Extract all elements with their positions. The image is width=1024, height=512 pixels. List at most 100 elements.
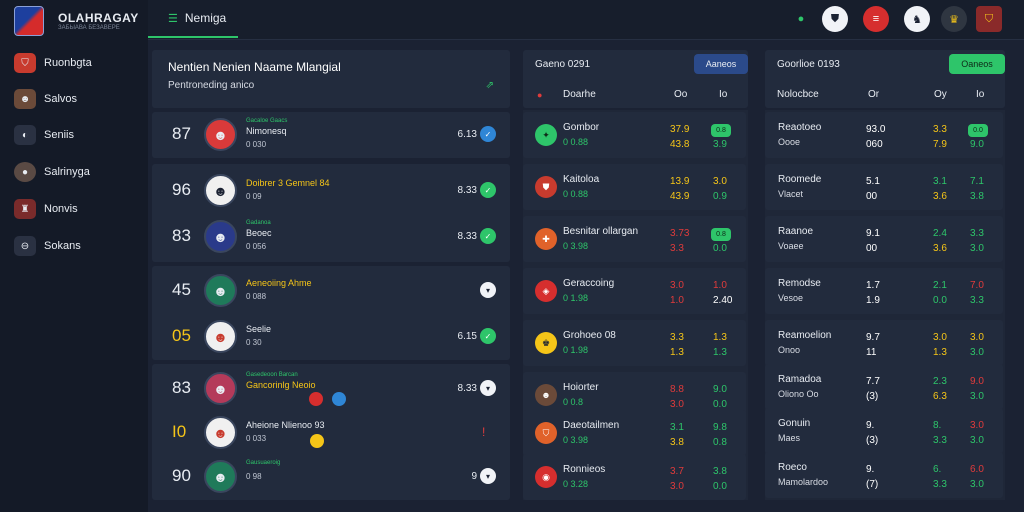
- team-meta: 0 0.8: [563, 397, 583, 407]
- list-item[interactable]: Ramadoa Oliono Oo 7.7 (3) 2.3 6.3 9.0 3.…: [765, 364, 1003, 410]
- team-name: Reamoelion: [778, 330, 831, 341]
- player-avatar: ☻: [204, 320, 237, 353]
- list-item[interactable]: ⛊ Kaitoloa 0 0.88 13.9 43.9 3.0 0.9: [523, 164, 746, 210]
- stat-value: 6.: [933, 464, 941, 475]
- list-item[interactable]: Roeco Mamolardoo 9. (7) 6. 3.3 6.0 3.0: [765, 452, 1003, 498]
- column-header: Nolocbce: [777, 89, 819, 100]
- match-meta: 0 30: [246, 338, 262, 347]
- right-panel-button[interactable]: Oaneos: [949, 54, 1005, 74]
- match-row[interactable]: 87 ☻ Gacaloe Gaacs Nimonesq 0 030 6.13 ✓: [152, 112, 510, 156]
- stat-value: 3.0: [970, 479, 984, 490]
- club-badge-icon[interactable]: ⛊: [822, 6, 848, 32]
- match-odds: 8.33: [452, 185, 477, 196]
- stat-value: 3.73: [670, 228, 689, 239]
- team-icon: ◉: [535, 466, 557, 488]
- stat-value: 7.9: [933, 139, 947, 150]
- list-item[interactable]: Reaotoeo Oooe 93.0 060 3.3 7.9 0.0 9.0: [765, 112, 1003, 158]
- list-item[interactable]: ◈ Geraccoing 0 1.98 3.0 1.0 1.0 2.40: [523, 268, 746, 314]
- list-item[interactable]: Raanoe Voaee 9.1 00 2.4 3.6 3.3 3.0: [765, 216, 1003, 262]
- more-button[interactable]: ▾: [480, 380, 496, 396]
- tab-main[interactable]: ☰ Nemiga: [148, 0, 238, 38]
- list-item[interactable]: ✦ Gombor 0 0.88 37.9 43.8 0.8 3.9: [523, 112, 746, 158]
- blue-team-icon[interactable]: [332, 392, 346, 406]
- player-avatar: ☻: [204, 174, 237, 207]
- team-meta: Oooe: [778, 137, 800, 147]
- expand-icon[interactable]: ⇗: [486, 80, 494, 91]
- coin-icon[interactable]: [310, 434, 324, 448]
- red-team-icon[interactable]: [309, 392, 323, 406]
- shield-crest-icon[interactable]: ⛉: [976, 6, 1002, 32]
- stat-chip[interactable]: 0.8: [711, 228, 731, 241]
- match-block-2: 96 ☻ Doibrer 3 Gemnel 84 0 09 8.33 ✓ 83 …: [152, 164, 510, 262]
- team-meta: Maes: [778, 433, 800, 443]
- stat-value: 00: [866, 191, 877, 202]
- team-meta: 0 3.28: [563, 479, 588, 489]
- sidebar-item-0[interactable]: ⛉ Ruonbgta: [14, 52, 92, 74]
- team-name: Gombor: [563, 122, 599, 133]
- match-row[interactable]: 90 ☻ Gausuaeroig 0 98 9 ▾: [152, 454, 510, 498]
- sidebar-item-label: Salrinyga: [44, 166, 90, 178]
- list-item[interactable]: ♚ Grohoeo 08 0 1.98 3.3 1.3 1.3 1.3: [523, 320, 746, 366]
- team-name: Roeco: [778, 462, 807, 473]
- stat-chip[interactable]: 0.0: [968, 124, 988, 137]
- match-score: 83: [172, 226, 191, 246]
- match-row[interactable]: 05 ☻ Seelie 0 30 6.15 ✓: [152, 314, 510, 358]
- middle-panel-button[interactable]: Aaneos: [694, 54, 748, 74]
- striped-badge-icon[interactable]: ≡: [863, 6, 889, 32]
- check-button[interactable]: ✓: [480, 228, 496, 244]
- check-button[interactable]: ✓: [480, 182, 496, 198]
- player-name: Beoec: [246, 228, 272, 238]
- stat-value: 37.9: [670, 124, 689, 135]
- match-meta: 0 98: [246, 472, 262, 481]
- crest-icon[interactable]: ♛: [941, 6, 967, 32]
- list-item[interactable]: Remodse Vesoe 1.7 1.9 2.1 0.0 7.0 3.3: [765, 268, 1003, 314]
- team-icon: ♚: [535, 332, 557, 354]
- match-label: Gacaloe Gaacs: [246, 118, 287, 124]
- stat-value: 0.8: [713, 437, 727, 448]
- more-button[interactable]: ▾: [480, 468, 496, 484]
- team-meta: 0 0.88: [563, 137, 588, 147]
- match-row[interactable]: 83 ☻ Gasedeoon Barcan Gancorinlg Neoio 8…: [152, 366, 510, 410]
- list-item[interactable]: Roomede Vlacet 5.1 00 3.1 3.6 7.1 3.8: [765, 164, 1003, 210]
- sidebar-item-1[interactable]: ☻ Salvos: [14, 88, 77, 110]
- sidebar-item-label: Ruonbgta: [44, 57, 92, 69]
- stat-value: (3): [866, 435, 878, 446]
- stat-value: 3.0: [713, 176, 727, 187]
- sidebar-item-5[interactable]: ⊖ Sokans: [14, 235, 81, 257]
- more-button[interactable]: ▾: [480, 282, 496, 298]
- stat-chip[interactable]: 0.8: [711, 124, 731, 137]
- fan-badge-icon[interactable]: ♞: [904, 6, 930, 32]
- match-row[interactable]: 45 ☻ Aeneoiing Ahme 0 088 ▾: [152, 268, 510, 312]
- info-button[interactable]: ✓: [480, 126, 496, 142]
- match-row[interactable]: I0 ☻ Aheione Nlienoo 93 0 033 !: [152, 410, 510, 454]
- status-icon[interactable]: ●: [788, 6, 814, 32]
- sidebar-item-4[interactable]: ♜ Nonvis: [14, 198, 78, 220]
- stat-value: 9.0: [970, 139, 984, 150]
- menu-icon[interactable]: ☰: [168, 12, 178, 25]
- list-item[interactable]: ⛉ Daeotailmen 0 3.98 3.1 3.8 9.8 0.8: [523, 410, 746, 456]
- middle-panel-title: Gaeno 0291: [535, 59, 590, 70]
- match-row[interactable]: 83 ☻ Gadanoa Beoec 0 056 8.33 ✓: [152, 214, 510, 258]
- stat-value: 3.0: [670, 399, 684, 410]
- stat-value: 3.1: [933, 176, 947, 187]
- list-item[interactable]: Gonuin Maes 9. (3) 8. 3.3 3.0 3.0: [765, 408, 1003, 454]
- list-item[interactable]: ✚ Besnitar ollargan 0 3.98 3.73 3.3 0.8 …: [523, 216, 746, 262]
- player-name: Seelie: [246, 324, 271, 334]
- stat-value: 3.0: [970, 332, 984, 343]
- sidebar-item-label: Sokans: [44, 240, 81, 252]
- sidebar-item-3[interactable]: ● Salrinyga: [14, 161, 90, 183]
- brand-logo-icon[interactable]: [14, 6, 44, 36]
- player-name: Doibrer 3 Gemnel 84: [246, 178, 330, 188]
- column-header: Io: [719, 89, 727, 100]
- middle-list: ✦ Gombor 0 0.88 37.9 43.8 0.8 3.9 ⛊ Kait…: [523, 110, 748, 500]
- stat-value: 43.9: [670, 191, 689, 202]
- team-icon: ⛊: [535, 176, 557, 198]
- check-button[interactable]: ✓: [480, 328, 496, 344]
- stat-value: 3.3: [670, 243, 684, 254]
- match-meta: 0 09: [246, 192, 262, 201]
- alert-icon[interactable]: !: [482, 425, 485, 439]
- list-item[interactable]: ◉ Ronnieos 0 3.28 3.7 3.0 3.8 0.0: [523, 454, 746, 500]
- match-row[interactable]: 96 ☻ Doibrer 3 Gemnel 84 0 09 8.33 ✓: [152, 168, 510, 212]
- sidebar-item-2[interactable]: ◐ Seniis: [14, 124, 74, 146]
- list-item[interactable]: Reamoelion Onoo 9.7 11 3.0 1.3 3.0 3.0: [765, 320, 1003, 366]
